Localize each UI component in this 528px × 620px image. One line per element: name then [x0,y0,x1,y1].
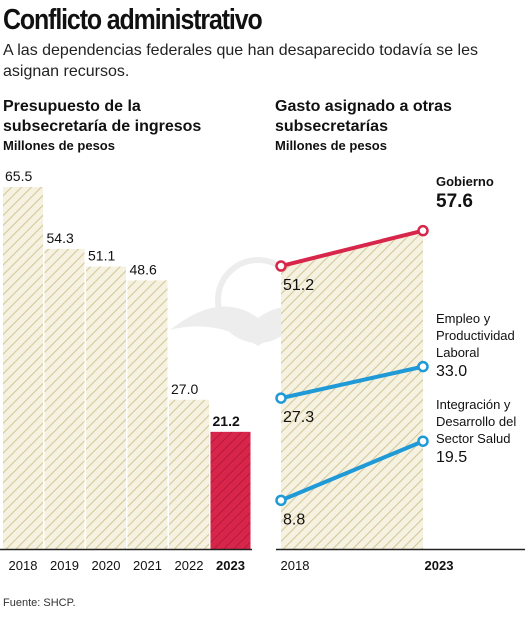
line-panel-title: Gasto asignado a otras subsecretarías [275,98,452,135]
bar-2022 [169,399,209,549]
series-point-end-2 [417,435,429,447]
bar-panel-title: Presupuesto de la subsecretaría de ingre… [3,98,202,135]
series-point-start-1 [275,392,287,404]
series-end-value-2: 19.5 [436,449,467,466]
series-point-start-2 [275,494,287,507]
series-point-start-0 [275,260,287,272]
series-line-2 [279,439,425,503]
bar-value-2018: 65.5 [5,168,32,184]
series-end-value-1: 33.0 [436,363,467,380]
series-start-value-1: 27.3 [283,409,314,426]
x-tick-2022: 2022 [175,558,204,573]
series-name-1: Empleo y Productividad Laboral [436,311,515,360]
bar-value-2020: 51.1 [88,248,115,264]
x-tick-2020: 2020 [92,558,121,573]
bar-value-2021: 48.6 [130,261,157,277]
bar-2020 [86,266,126,549]
series-name-2: Integración y Desarrollo del Sector Salud [436,397,516,446]
series-end-value-0: 57.6 [436,191,473,212]
line-x-tick-2018: 2018 [281,558,310,573]
line-panel-shaded-area [281,230,423,549]
bar-2018 [3,187,43,549]
bar-2021 [127,280,168,549]
series-start-value-2: 8.8 [283,511,305,528]
chart-title: Conflicto administrativo [3,4,263,36]
series-line-1 [279,364,425,401]
x-tick-2021: 2021 [133,558,162,573]
line-panel-unit: Millones de pesos [275,138,387,153]
series-point-end-0 [417,224,429,237]
bar-value-2019: 54.3 [47,230,74,246]
series-name-0: Gobierno [436,174,494,189]
line-x-tick-2023: 2023 [425,558,454,573]
chart-subtitle: A las dependencias federales que han des… [3,42,479,80]
series-line-0 [279,228,425,269]
source-note: Fuente: SHCP. [3,597,76,609]
bar-value-2023: 21.2 [213,413,240,429]
x-tick-2018: 2018 [9,558,38,573]
series-start-value-0: 51.2 [283,277,314,294]
x-tick-2023: 2023 [216,558,245,573]
bar-panel-unit: Millones de pesos [3,138,115,153]
bar-2023 [210,431,251,549]
series-point-end-1 [417,360,429,373]
x-tick-2019: 2019 [50,558,79,573]
bar-value-2022: 27.0 [171,381,198,397]
bar-2019 [44,248,85,549]
